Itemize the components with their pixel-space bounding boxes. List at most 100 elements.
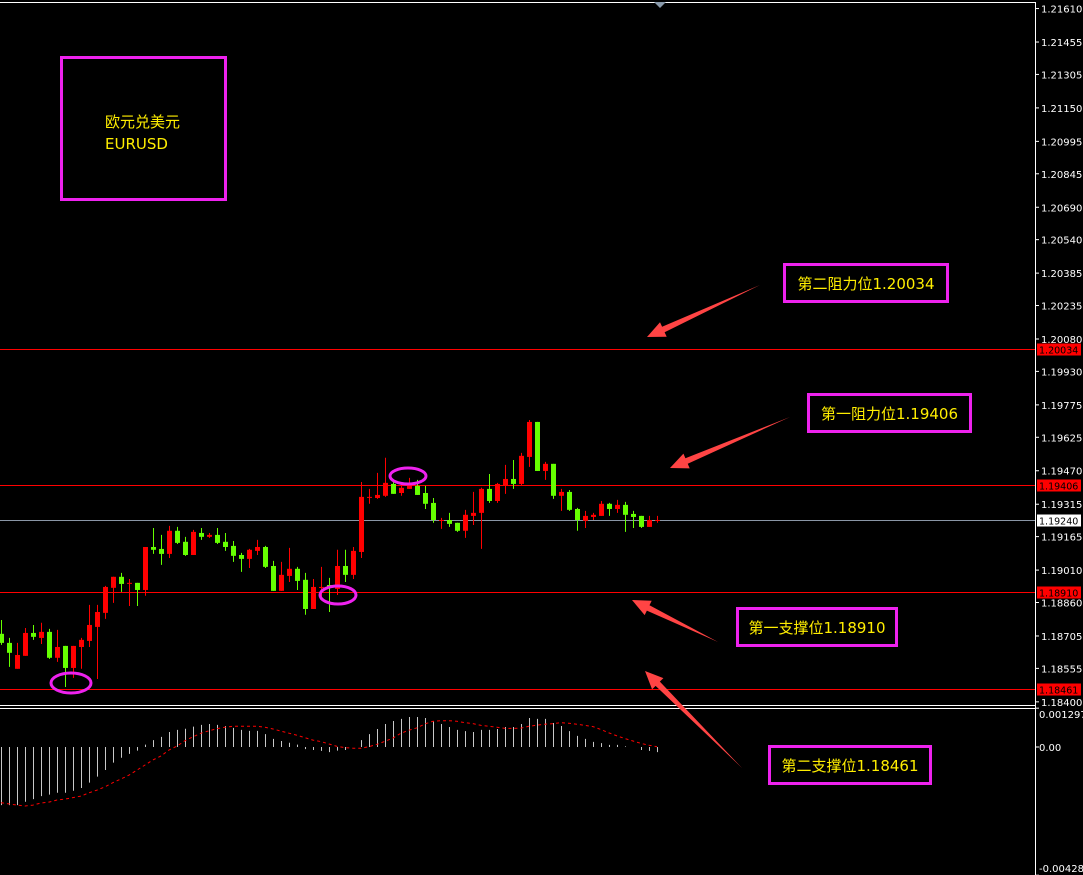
candle-body: [367, 496, 372, 498]
candle: [543, 461, 548, 480]
candle-body: [559, 491, 564, 496]
resistance2-note: 第二阻力位1.20034: [783, 263, 949, 303]
candle-body: [479, 488, 484, 513]
candle: [311, 578, 316, 609]
candle: [399, 485, 404, 496]
candle: [511, 459, 516, 489]
y-tick-label: 1.20995: [1041, 137, 1082, 148]
candle-body: [407, 485, 412, 489]
candle: [183, 536, 188, 556]
candle: [583, 510, 588, 528]
candle: [367, 488, 372, 504]
candle: [95, 604, 100, 679]
current-price-tag: [1037, 514, 1081, 527]
candle: [175, 526, 180, 544]
y-tick-label: 1.19010: [1041, 566, 1082, 577]
candle: [135, 582, 140, 606]
y-tick-label: 1.20080: [1041, 335, 1082, 346]
candle: [351, 546, 356, 579]
candle: [439, 517, 444, 529]
candle-body: [615, 504, 620, 509]
candle: [599, 500, 604, 516]
candle: [551, 463, 556, 499]
candle: [55, 629, 60, 662]
candle-body: [31, 632, 36, 637]
candle-body: [639, 515, 644, 527]
candle: [111, 576, 116, 603]
candle-body: [223, 541, 228, 547]
y-tick-label: 1.20540: [1041, 236, 1082, 247]
candle: [127, 578, 132, 606]
level-price-label: 1.19406: [1039, 482, 1078, 493]
candle: [215, 527, 220, 544]
candle: [231, 540, 236, 562]
support1-note: 第一支撑位1.18910: [736, 607, 898, 647]
candle-body: [415, 485, 420, 495]
candle: [119, 572, 124, 592]
candle-body: [63, 645, 68, 668]
candle: [503, 464, 508, 494]
candle: [463, 509, 468, 538]
candle: [455, 522, 460, 532]
candle-body: [511, 478, 516, 484]
candle-body: [423, 492, 428, 504]
candle-body: [471, 512, 476, 516]
candle-body: [15, 654, 20, 669]
y-tick-label: 1.20845: [1041, 170, 1082, 181]
candle: [495, 482, 500, 503]
candle-body: [335, 565, 340, 589]
y-tick-label: 1.21610: [1041, 5, 1082, 16]
candle: [655, 515, 660, 523]
candle-body: [7, 642, 12, 653]
candle-body: [191, 531, 196, 555]
candle-body: [575, 508, 580, 520]
candle-body: [447, 519, 452, 524]
candle-body: [551, 463, 556, 496]
candle: [151, 527, 156, 554]
candle-body: [127, 582, 132, 584]
arrow-icon: [647, 285, 760, 337]
candle-body: [135, 582, 140, 590]
macd-y-tick-label: 0.00: [1039, 743, 1061, 754]
candle-body: [247, 549, 252, 559]
y-tick-label: 1.21455: [1041, 38, 1082, 49]
candle: [207, 532, 212, 538]
macd-signal-line: [0, 720, 658, 807]
candle-body: [71, 645, 76, 668]
candle-body: [39, 631, 44, 638]
candle: [39, 622, 44, 644]
y-tick-label: 1.19165: [1041, 533, 1082, 544]
candle: [199, 527, 204, 540]
candle: [527, 419, 532, 467]
candle-body: [159, 548, 164, 554]
candle: [431, 497, 436, 523]
candle-body: [631, 513, 636, 517]
candle: [487, 473, 492, 503]
candle: [63, 645, 68, 687]
y-tick-label: 1.18705: [1041, 632, 1082, 643]
candle: [327, 577, 332, 613]
candle-body: [167, 530, 172, 554]
candle-body: [271, 565, 276, 591]
candle: [383, 457, 388, 497]
candle: [255, 539, 260, 555]
candle: [167, 525, 172, 559]
candle-body: [375, 494, 380, 498]
y-tick-label: 1.19775: [1041, 401, 1082, 412]
candle: [447, 512, 452, 527]
candle-body: [359, 496, 364, 552]
y-tick-label: 1.20385: [1041, 269, 1082, 280]
candle-body: [87, 624, 92, 641]
candle-body: [591, 514, 596, 517]
candle-body: [183, 541, 188, 555]
candle: [591, 512, 596, 520]
candle: [239, 552, 244, 572]
candle-body: [151, 546, 156, 550]
candle: [279, 561, 284, 591]
y-tick-label: 1.20690: [1041, 203, 1082, 214]
arrow-icon: [670, 417, 790, 469]
candle: [0, 619, 4, 645]
y-tick-label: 1.18400: [1041, 698, 1082, 709]
candle: [79, 637, 84, 669]
